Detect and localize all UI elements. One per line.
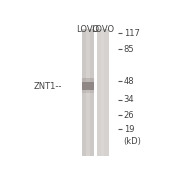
Bar (82, 78, 94, 82)
Text: 34: 34 (124, 95, 134, 104)
Bar (97, 29, 109, 156)
Text: ZNT1--: ZNT1-- (34, 82, 62, 91)
Text: 117: 117 (124, 29, 140, 38)
Text: 48: 48 (124, 77, 134, 86)
Bar (86, 29, 90, 156)
Text: 26: 26 (124, 111, 134, 120)
Text: 85: 85 (124, 45, 134, 54)
Bar (101, 29, 105, 156)
Text: LOVO: LOVO (91, 25, 114, 34)
Text: LOVO: LOVO (76, 25, 100, 34)
Bar (82, 82, 94, 90)
Bar (82, 29, 94, 156)
Text: (kD): (kD) (124, 137, 141, 146)
Text: 19: 19 (124, 125, 134, 134)
Bar (82, 90, 94, 93)
